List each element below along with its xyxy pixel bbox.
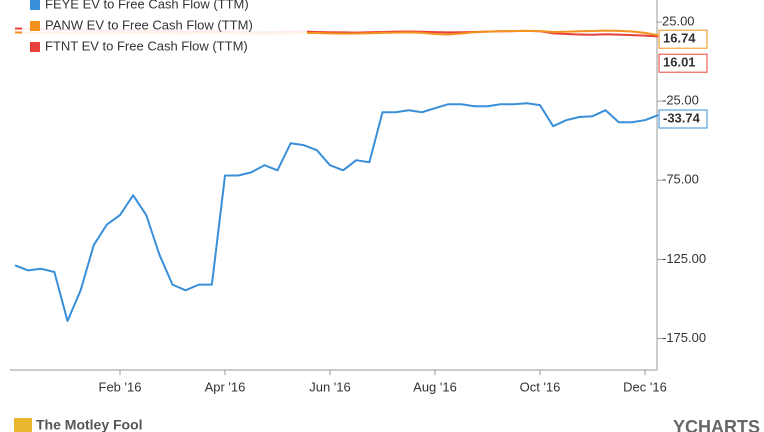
legend-label: FTNT EV to Free Cash Flow (TTM)	[45, 38, 248, 53]
legend-label: FEYE EV to Free Cash Flow (TTM)	[45, 0, 249, 11]
y-tick-label: 25.00	[662, 14, 695, 29]
x-tick-label: Dec '16	[623, 379, 667, 394]
y-tick-label: -25.00	[662, 93, 699, 108]
y-tick-label: -75.00	[662, 172, 699, 187]
x-tick-label: Feb '16	[99, 379, 142, 394]
legend-box	[22, 0, 307, 58]
end-label-text: 16.74	[663, 31, 696, 46]
x-tick-label: Jun '16	[309, 379, 351, 394]
end-label: 16.74	[658, 29, 708, 49]
end-label-box	[658, 29, 708, 49]
end-label: 16.01	[658, 53, 708, 73]
legend-label: PANW EV to Free Cash Flow (TTM)	[45, 17, 253, 32]
x-tick-label: Apr '16	[205, 379, 246, 394]
legend-key	[30, 21, 40, 31]
x-tick-label: Oct '16	[520, 379, 561, 394]
y-tick-label: -175.00	[662, 330, 706, 345]
y-tick-label: -125.00	[662, 251, 706, 266]
end-label-text: -33.74	[663, 110, 701, 125]
legend-key	[30, 42, 40, 52]
series-line	[14, 102, 659, 322]
brand: YCHARTS	[673, 417, 760, 432]
logo	[14, 418, 32, 432]
end-label-box	[658, 109, 708, 129]
end-label-text: 16.01	[663, 55, 696, 70]
legend: FEYE EV to Free Cash Flow (TTM) PANW EV t…	[22, 0, 307, 58]
legend-key	[30, 0, 40, 10]
end-label-box	[658, 53, 708, 73]
end-label: -33.74	[658, 109, 708, 129]
source: The Motley Fool	[36, 417, 143, 432]
x-tick-label: Aug '16	[413, 379, 457, 394]
